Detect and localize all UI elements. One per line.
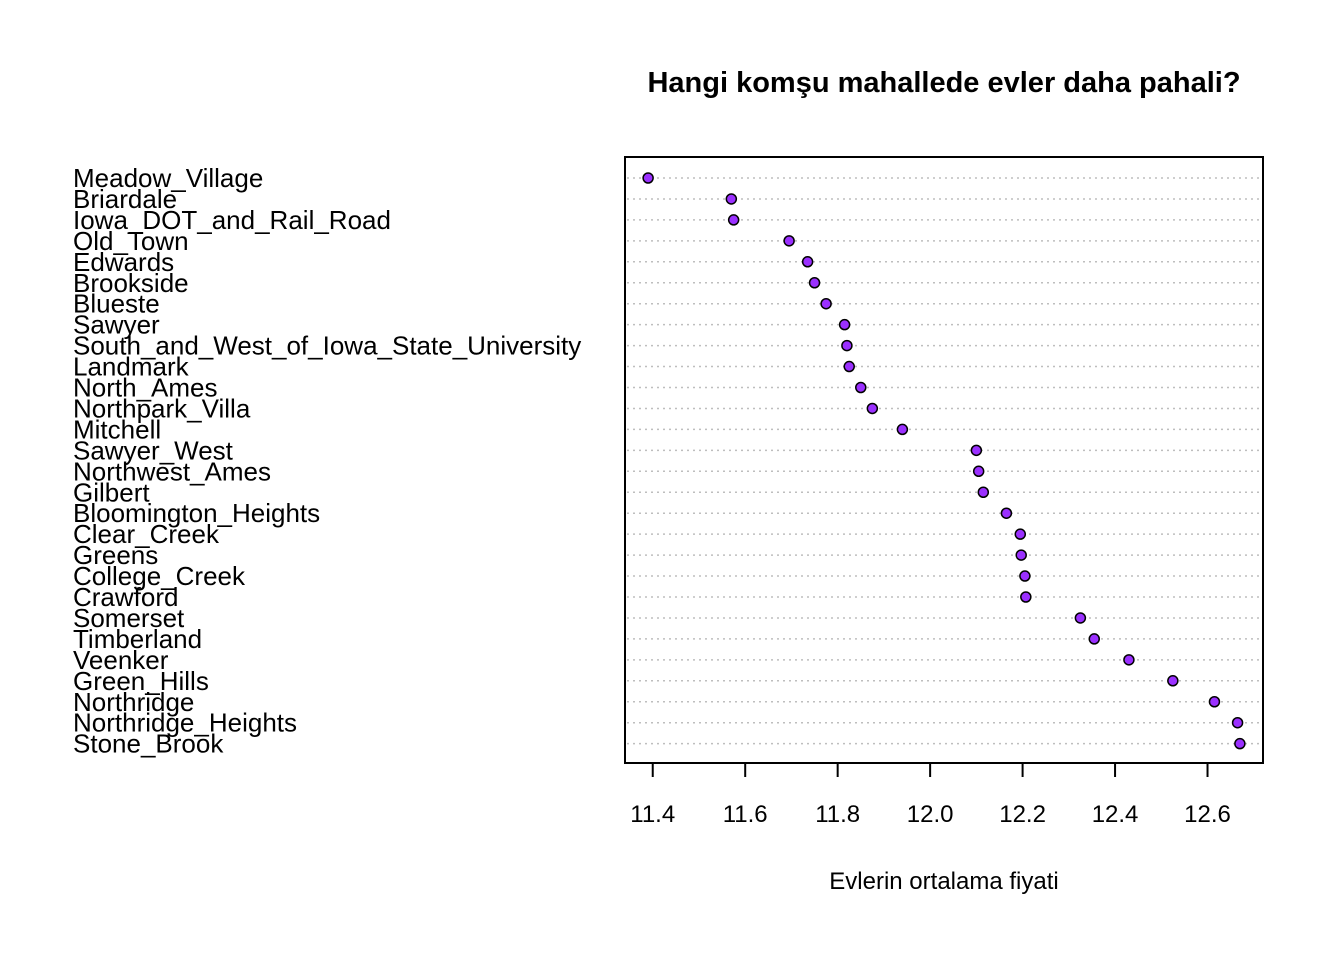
- data-point: [855, 381, 867, 394]
- data-point: [642, 172, 654, 184]
- data-point: [1231, 716, 1244, 729]
- category-label: Veenker: [73, 645, 169, 675]
- category-label: Brookside: [73, 268, 189, 298]
- category-label: Northpark_Villa: [73, 393, 251, 423]
- category-label: Northridge_Heights: [73, 708, 297, 738]
- data-points: [642, 172, 1246, 750]
- x-tick-label: 12.2: [999, 801, 1046, 828]
- category-label: Somerset: [73, 603, 185, 633]
- data-point: [727, 214, 740, 226]
- data-point: [896, 423, 909, 436]
- data-point: [1167, 675, 1179, 687]
- data-point: [972, 465, 985, 478]
- category-label: Greens: [73, 540, 158, 570]
- category-label: Gilbert: [73, 477, 150, 507]
- category-label: Iowa_DOT_and_Rail_Road: [73, 205, 391, 235]
- category-label: Crawford: [73, 582, 178, 612]
- category-label: South_and_West_of_Iowa_State_University: [73, 331, 581, 361]
- category-label: Landmark: [73, 352, 190, 382]
- x-tick-label: 12.0: [907, 801, 954, 828]
- data-point: [1019, 570, 1031, 582]
- x-tick-label: 11.6: [723, 801, 768, 828]
- data-point: [725, 193, 738, 205]
- data-point: [866, 402, 879, 415]
- category-label: Clear_Creek: [73, 519, 220, 549]
- x-tick-label: 12.6: [1184, 801, 1231, 828]
- category-label: Old_Town: [73, 226, 189, 256]
- data-point: [1208, 696, 1221, 708]
- category-label: Bloomington_Heights: [73, 498, 320, 528]
- chart-title: Hangi komşu mahallede evler daha pahali?: [647, 67, 1240, 99]
- x-axis-label: Evlerin ortalama fiyati: [829, 868, 1058, 895]
- data-point: [1234, 737, 1246, 750]
- category-label: Briardale: [73, 184, 177, 214]
- category-label: Timberland: [73, 624, 202, 654]
- data-point: [801, 256, 814, 268]
- data-point: [1015, 549, 1027, 561]
- data-point: [1000, 507, 1013, 519]
- category-label: North_Ames: [73, 373, 218, 403]
- category-label: Green_Hills: [73, 666, 209, 696]
- category-label: Blueste: [73, 289, 160, 319]
- data-point: [841, 339, 853, 352]
- data-point: [1014, 528, 1027, 540]
- data-point: [970, 444, 983, 457]
- category-label: Meadow_Village: [73, 163, 263, 193]
- x-axis: 11.4 11.6 11.8 12.0 12.2 12.4 12.6: [630, 762, 1231, 828]
- data-point: [1020, 591, 1032, 603]
- category-label: Northwest_Ames: [73, 456, 271, 486]
- category-label: Mitchell: [73, 414, 161, 444]
- data-point: [1074, 612, 1087, 624]
- data-point: [838, 318, 851, 331]
- grid-lines: [627, 177, 1261, 745]
- data-point: [808, 277, 821, 289]
- category-label: College_Creek: [73, 561, 246, 591]
- category-label: Northridge: [73, 687, 194, 717]
- category-label: Sawyer_West: [73, 435, 234, 465]
- data-point: [820, 297, 832, 310]
- data-point: [843, 360, 855, 373]
- x-tick-label: 11.8: [815, 801, 860, 828]
- data-point: [783, 235, 795, 247]
- category-labels: Meadow_VillageBriardaleIowa_DOT_and_Rail…: [73, 163, 581, 759]
- x-tick-label: 11.4: [630, 801, 675, 828]
- x-tick-label: 12.4: [1092, 801, 1139, 828]
- data-point: [1123, 654, 1135, 666]
- data-point: [977, 486, 990, 498]
- category-label: Sawyer: [73, 310, 160, 340]
- category-label: Stone_Brook: [73, 729, 224, 759]
- data-point: [1088, 633, 1101, 645]
- category-label: Edwards: [73, 247, 174, 277]
- plot-frame: [624, 156, 1264, 764]
